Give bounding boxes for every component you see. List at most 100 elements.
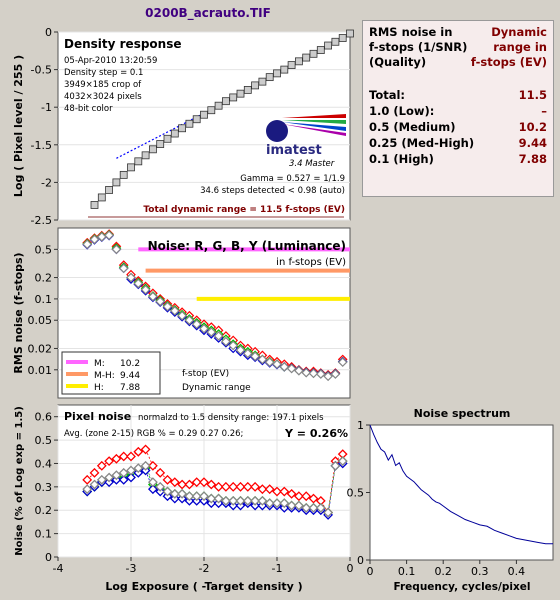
pixel-noise-marker-Y xyxy=(242,495,253,506)
spectrum-panel: Noise spectrum 1 0.5 00 0.1 0.2 0.3 0.4 Freque… xyxy=(347,407,554,593)
stats-row-value: 7.88 xyxy=(518,152,547,166)
noise-subtitle: in f-stops (EV) xyxy=(276,257,346,268)
density-step-marker xyxy=(119,170,128,179)
density-step-marker xyxy=(346,29,354,38)
pixel-noise-xlabel: Log Exposure ( -Target density ) xyxy=(105,580,302,593)
logo-fan-green xyxy=(282,120,346,124)
density-step-marker xyxy=(141,151,150,160)
pixel-noise-marker-Y xyxy=(133,463,144,474)
stats-header-right-3: f-stops (EV) xyxy=(470,55,547,69)
noise-marker-Y xyxy=(272,359,282,370)
noise-marker-Y xyxy=(96,232,107,242)
stats-row-value: 11.5 xyxy=(518,88,547,102)
pixel-noise-xtick-label: -2 xyxy=(199,562,210,575)
logo-fan-blue xyxy=(282,122,346,131)
pixel-noise-marker-R xyxy=(82,474,93,485)
pixel-noise-marker-R xyxy=(199,477,209,488)
noise-marker-Y xyxy=(199,323,209,334)
density-step-marker xyxy=(148,145,157,154)
density-step-marker xyxy=(90,201,99,209)
spectrum-xtick-label: 0.2 xyxy=(434,565,452,578)
spectrum-xlabel: Frequency, cycles/pixel xyxy=(394,581,531,593)
density-ylabel: Log ( Pixel level / 255 ) xyxy=(12,55,25,197)
noise-marker-Y xyxy=(213,331,224,341)
legend-label-mh: M-H: xyxy=(94,371,115,381)
noise-marker-Y xyxy=(323,371,333,382)
pixel-noise-ytick-label: 0.4 xyxy=(35,457,53,470)
noise-marker-Y xyxy=(294,365,304,376)
spectrum-xtick-label: 0 xyxy=(367,565,374,578)
pixel-noise-title: Pixel noise xyxy=(64,410,131,423)
pixel-noise-ytick-label: 0.5 xyxy=(35,434,53,447)
stats-row-total: Total: 11.5 xyxy=(369,88,547,103)
density-info-line-1: 05-Apr-2010 13:20:59 xyxy=(64,56,157,66)
pixel-noise-panel: 0.60.50.40.30.20.10-4 -3 -2 -1 0 Pixel noise… xyxy=(14,404,354,593)
stats-row-label: 1.0 (Low): xyxy=(369,104,435,118)
noise-legend: M: 10.2 M-H: 9.44 H: 7.88 xyxy=(61,351,161,395)
legend-value-h: 7.88 xyxy=(120,383,140,393)
density-step-marker xyxy=(324,41,333,50)
spectrum-line xyxy=(369,424,553,545)
density-step-marker xyxy=(287,61,296,69)
noise-marker-Y xyxy=(184,315,195,326)
stats-row-value: – xyxy=(541,104,547,118)
logo-fan-magenta xyxy=(282,124,346,136)
pixel-noise-axis-ticks: 0.60.50.40.30.20.10-4 -3 -2 -1 0 xyxy=(35,411,354,575)
density-step-marker xyxy=(258,77,267,86)
density-step-marker xyxy=(185,119,194,128)
pixel-noise-xtick-label: -1 xyxy=(272,562,283,575)
pixel-noise-marker-Y xyxy=(220,495,231,506)
pixel-noise-marker-Y xyxy=(111,470,122,481)
stats-header-row-3: (Quality) f-stops (EV) xyxy=(369,55,547,70)
density-step-marker xyxy=(316,46,325,54)
pixel-noise-marker-Y xyxy=(293,500,304,511)
density-axis-ticks: 0 -0.5 -1 -1.5 -2 -2.5 xyxy=(31,26,58,227)
pixel-noise-marker-Y xyxy=(206,493,217,504)
density-ytick-label: -2 xyxy=(41,176,52,189)
density-step-marker xyxy=(280,65,289,74)
noise-ylabel: RMS noise (f-stops) xyxy=(12,252,25,373)
pixel-noise-marker-R xyxy=(272,486,282,497)
noise-marker-Y xyxy=(177,310,187,321)
legend-value-mh: 9.44 xyxy=(120,371,140,381)
pixel-noise-marker-R xyxy=(104,456,115,467)
pixel-noise-marker-R xyxy=(242,481,253,492)
pixel-noise-marker-R xyxy=(257,484,268,495)
noise-marker-Y xyxy=(104,230,114,241)
pixel-noise-marker-R xyxy=(308,493,319,504)
density-footer: Total dynamic range = 11.5 f-stops (EV) xyxy=(143,205,345,215)
density-info-line-3: 3949×185 crop of xyxy=(64,80,142,90)
noise-marker-Y xyxy=(118,263,129,274)
logo-subtext: 3.4 Master xyxy=(289,159,335,169)
pixel-noise-marker-R xyxy=(286,488,297,499)
pixel-noise-marker-R xyxy=(206,479,217,490)
density-step-marker xyxy=(273,69,281,78)
density-info-line-4: 4032×3024 pixels xyxy=(64,92,142,102)
spectrum-xtick-label: 0.1 xyxy=(398,565,416,578)
pixel-noise-marker-Y xyxy=(272,498,282,509)
pixel-noise-marker-B xyxy=(147,484,158,495)
density-step-marker xyxy=(243,86,252,94)
pixel-noise-marker-B xyxy=(126,472,136,483)
pixel-noise-marker-Y xyxy=(96,474,107,485)
pixel-noise-marker-R xyxy=(264,484,275,495)
pixel-noise-marker-B xyxy=(118,474,129,485)
noise-marker-Y xyxy=(250,351,260,362)
stats-row-high: 0.1 (High) 7.88 xyxy=(369,152,547,167)
pixel-noise-ytick-label: 0 xyxy=(45,551,52,564)
noise-marker-Y xyxy=(257,354,268,365)
pixel-noise-ytick-label: 0.2 xyxy=(35,504,53,517)
noise-marker-Y xyxy=(162,301,173,312)
noise-marker-Y xyxy=(235,345,246,355)
pixel-noise-marker-Y xyxy=(323,507,334,518)
density-step-marker xyxy=(105,186,113,194)
noise-marker-Y xyxy=(169,305,180,316)
pixel-noise-marker-R xyxy=(279,486,290,497)
imatest-logo: imatest 3.4 Master xyxy=(266,114,346,169)
logo-fan-red xyxy=(282,114,346,118)
pixel-noise-ytick-label: 0.6 xyxy=(35,411,53,424)
noise-marker-Y xyxy=(191,319,202,330)
spectrum-ytick-label: 0.5 xyxy=(347,487,365,500)
noise-marker-Y xyxy=(308,368,319,379)
density-step-marker xyxy=(309,49,318,58)
